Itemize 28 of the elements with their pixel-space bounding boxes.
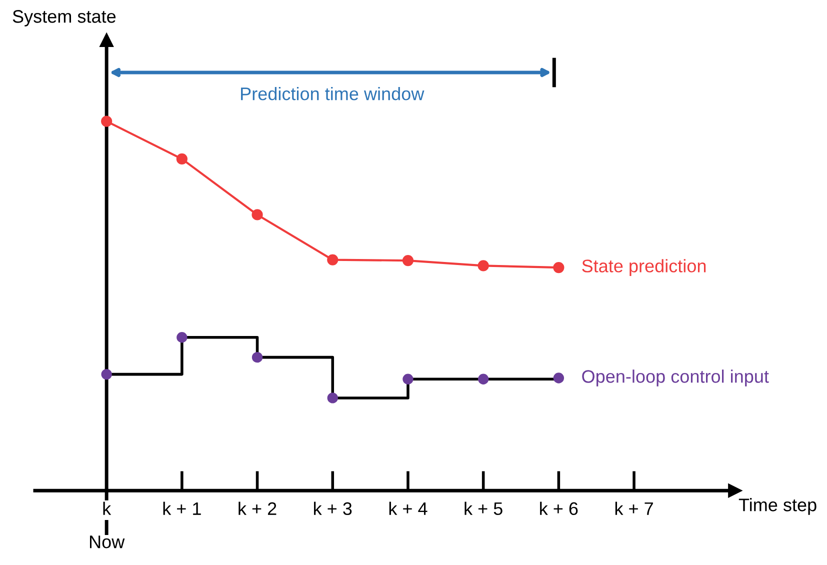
x-tick-label: k + 1 — [163, 502, 201, 515]
point — [553, 372, 564, 384]
x-tick-label: k + 5 — [464, 502, 502, 516]
text: Prediction time window — [241, 86, 424, 100]
text: System state — [12, 10, 116, 26]
x-tick-label: k + 3 — [314, 502, 352, 516]
x-axis-title: Time step — [738, 498, 816, 515]
x-tick-label: k + 7 — [615, 502, 653, 515]
series-label: Open-loop control input — [582, 370, 769, 386]
point — [252, 209, 263, 220]
point — [327, 254, 338, 266]
point — [101, 116, 112, 127]
ref-line-label: Now — [90, 536, 125, 548]
point — [327, 392, 338, 404]
x-tick-label: k — [103, 502, 112, 515]
point — [176, 153, 188, 165]
point — [176, 332, 188, 343]
point — [478, 374, 489, 384]
point — [101, 368, 112, 380]
point — [478, 260, 489, 272]
x-tick-label: k + 2 — [238, 502, 276, 515]
x-tick-label: k + 4 — [389, 502, 428, 515]
point — [553, 262, 564, 274]
series-label: State prediction — [582, 259, 706, 276]
point — [252, 352, 263, 363]
x-tick-label: k + 6 — [540, 502, 578, 516]
point — [402, 374, 414, 384]
point — [402, 254, 414, 266]
